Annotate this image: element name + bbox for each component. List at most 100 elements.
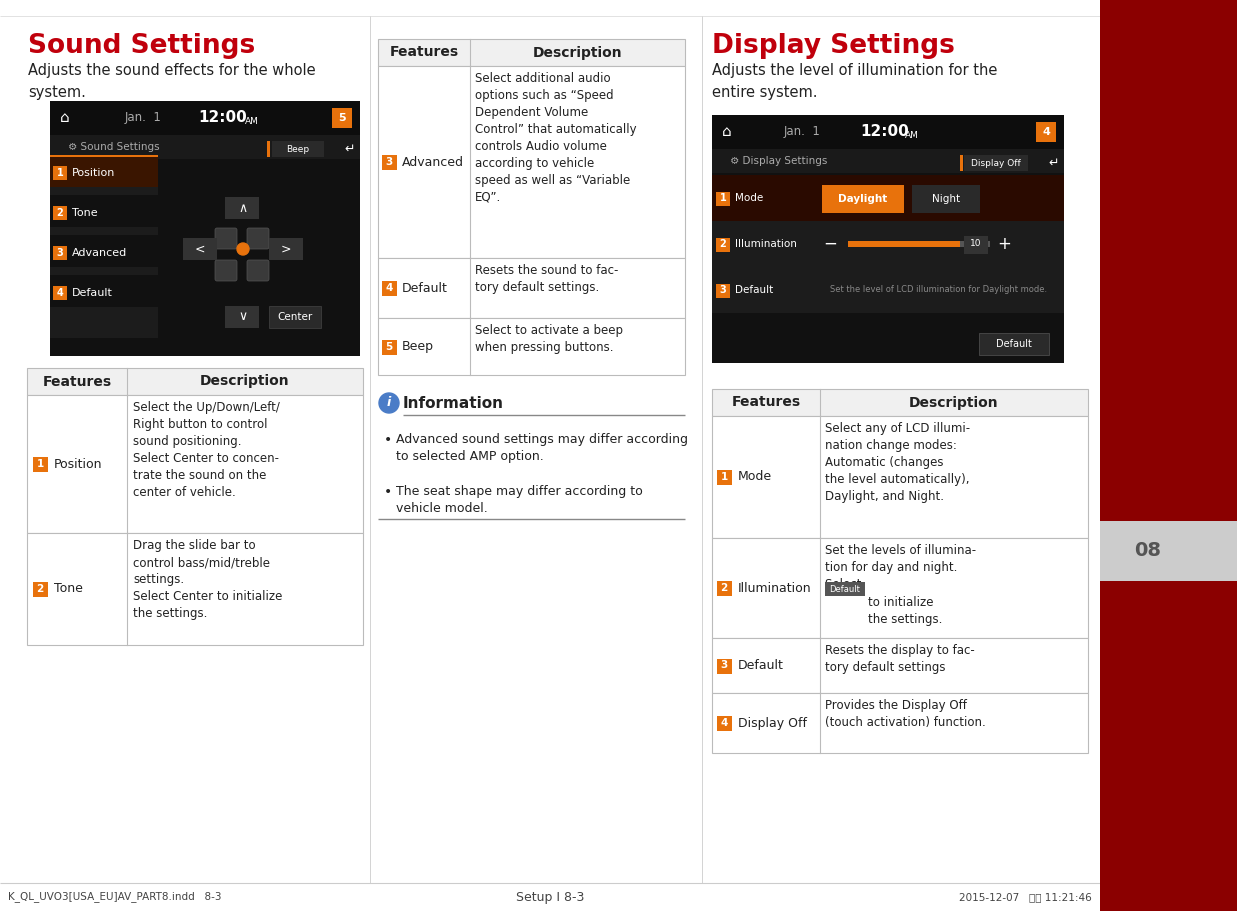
Text: Adjusts the sound effects for the whole
system.: Adjusts the sound effects for the whole … [28,63,315,100]
Text: Features: Features [42,374,111,388]
Text: i: i [387,396,391,410]
Bar [713,389,1089,416]
Text: 4: 4 [720,718,727,728]
Text: Resets the display to fac-
tory default settings: Resets the display to fac- tory default … [825,644,975,674]
Text: Default: Default [996,339,1032,349]
Text: Daylight: Daylight [839,194,888,204]
Text: Illumination: Illumination [735,239,797,249]
Text: 08: 08 [1134,541,1162,560]
Text: ⌂: ⌂ [722,125,731,139]
Bar [713,175,1064,221]
Text: 3: 3 [386,157,392,167]
Text: Display Settings: Display Settings [713,33,955,59]
Text: Position: Position [72,168,115,178]
Text: ∨: ∨ [239,311,247,323]
Bar [53,286,67,300]
Text: •: • [383,433,392,447]
Text: Beep: Beep [402,340,434,353]
Text: Resets the sound to fac-
tory default settings.: Resets the sound to fac- tory default se… [475,264,618,294]
Text: 3: 3 [57,248,63,258]
Text: 1: 1 [720,472,727,482]
Text: Default: Default [735,285,773,295]
Text: +: + [997,235,1011,253]
Text: Mode: Mode [738,470,772,484]
Text: 1: 1 [36,459,43,469]
Text: 5: 5 [386,342,392,352]
Bar [964,155,1028,171]
Text: Adjusts the level of illumination for the
entire system.: Adjusts the level of illumination for th… [713,63,997,100]
Bar [49,155,158,187]
Text: ↵: ↵ [345,142,355,156]
Text: Jan.  1: Jan. 1 [784,126,821,138]
Text: ↵: ↵ [1049,157,1059,169]
Text: Select additional audio
options such as “Speed
Dependent Volume
Control” that au: Select additional audio options such as … [475,72,637,204]
Text: Information: Information [403,395,503,411]
Bar [717,581,732,596]
Bar [49,159,158,338]
Text: Description: Description [533,46,622,59]
Bar [964,236,988,254]
Text: Set the levels of illumina-
tion for day and night.
Select: Set the levels of illumina- tion for day… [825,544,976,591]
Text: Select to activate a beep
when pressing buttons.: Select to activate a beep when pressing … [475,324,623,354]
Bar [960,155,962,171]
Text: Select any of LCD illumi-
nation change modes:
Automatic (changes
the level auto: Select any of LCD illumi- nation change … [825,422,970,503]
FancyBboxPatch shape [247,228,268,249]
Bar [849,241,960,247]
Text: Select the Up/Down/Left/
Right button to control
sound positioning.
Select Cente: Select the Up/Down/Left/ Right button to… [134,401,280,499]
Text: Set the level of LCD illumination for Daylight mode.: Set the level of LCD illumination for Da… [830,285,1048,294]
Bar [717,659,732,673]
Bar [225,306,259,328]
Bar [27,533,362,645]
Bar [1100,521,1237,581]
Text: Setup I 8-3: Setup I 8-3 [516,890,584,904]
Text: Jan.  1: Jan. 1 [125,111,162,125]
Bar [332,108,353,128]
Circle shape [238,243,249,255]
Text: Center: Center [277,312,313,322]
Text: 2: 2 [36,584,43,594]
Bar [713,115,1064,363]
FancyBboxPatch shape [215,228,238,249]
Bar [713,115,1064,149]
Bar [49,135,360,159]
Text: 1: 1 [57,168,63,178]
Bar [268,306,320,328]
Text: Mode: Mode [735,193,763,203]
Bar [27,395,362,533]
Bar [713,538,1089,638]
Text: 2015-12-07   오전 11:21:46: 2015-12-07 오전 11:21:46 [959,892,1092,902]
Bar [382,155,397,170]
Bar [49,101,360,135]
Text: Advanced sound settings may differ according
to selected AMP option.: Advanced sound settings may differ accor… [396,433,688,463]
Bar [49,155,158,157]
Text: Default: Default [72,288,113,298]
Bar [716,284,730,298]
FancyBboxPatch shape [215,260,238,281]
Text: 12:00: 12:00 [198,110,246,126]
Text: ⚙ Sound Settings: ⚙ Sound Settings [68,142,160,152]
Text: 10: 10 [970,240,982,249]
Bar [27,368,362,395]
Text: Night: Night [931,194,960,204]
Text: Features: Features [390,46,459,59]
Text: Position: Position [54,457,103,470]
Bar [53,206,67,220]
Bar [823,185,904,213]
FancyBboxPatch shape [247,260,268,281]
Text: 4: 4 [385,283,392,293]
Text: Display Off: Display Off [971,159,1021,168]
Bar [225,197,259,219]
Text: Default: Default [402,281,448,294]
Bar [53,246,67,260]
Text: −: − [823,235,837,253]
Text: Drag the slide bar to
control bass/mid/treble
settings.
Select Center to initial: Drag the slide bar to control bass/mid/t… [134,539,282,620]
Text: AM: AM [245,117,259,126]
Text: Beep: Beep [287,145,309,153]
Bar [912,185,980,213]
Bar [713,149,1064,173]
Bar [49,101,360,356]
Text: 2: 2 [720,239,726,249]
Bar [267,141,270,157]
Text: 3: 3 [720,660,727,670]
Bar [717,716,732,731]
